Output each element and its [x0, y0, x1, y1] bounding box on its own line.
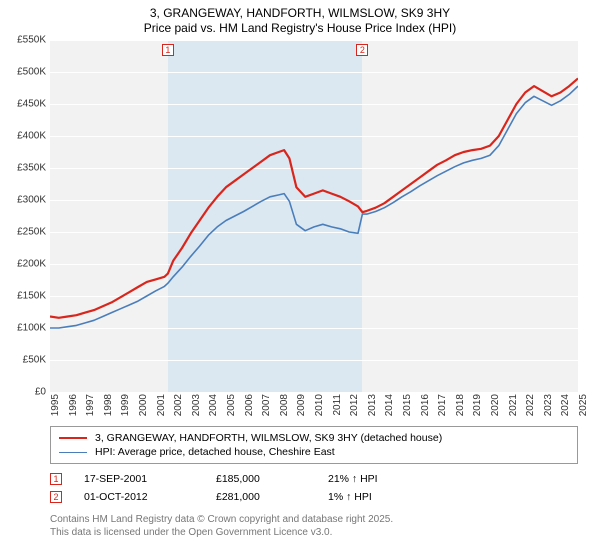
series-line — [50, 78, 578, 317]
x-tick-label: 2021 — [508, 394, 519, 422]
x-tick-label: 2001 — [156, 394, 167, 422]
legend-row: 3, GRANGEWAY, HANDFORTH, WILMSLOW, SK9 3… — [59, 431, 569, 445]
x-tick-label: 1995 — [50, 394, 61, 422]
x-tick-label: 2005 — [226, 394, 237, 422]
legend-label: 3, GRANGEWAY, HANDFORTH, WILMSLOW, SK9 3… — [95, 432, 442, 444]
y-tick-label: £400K — [8, 131, 46, 142]
x-tick-label: 2018 — [455, 394, 466, 422]
x-tick-label: 2020 — [490, 394, 501, 422]
y-tick-label: £350K — [8, 163, 46, 174]
y-tick-label: £50K — [8, 355, 46, 366]
x-tick-label: 1998 — [103, 394, 114, 422]
x-tick-label: 2000 — [138, 394, 149, 422]
x-tick-label: 2022 — [525, 394, 536, 422]
x-tick-label: 1997 — [85, 394, 96, 422]
x-tick-label: 2012 — [349, 394, 360, 422]
x-tick-label: 2014 — [384, 394, 395, 422]
legend-label: HPI: Average price, detached house, Ches… — [95, 446, 335, 458]
x-tick-label: 2024 — [560, 394, 571, 422]
sale-row: 1 17-SEP-2001 £185,000 21% ↑ HPI — [50, 470, 592, 488]
x-tick-label: 2025 — [578, 394, 589, 422]
x-tick-label: 2009 — [296, 394, 307, 422]
footer-line-1: Contains HM Land Registry data © Crown c… — [50, 514, 592, 527]
legend-swatch — [59, 437, 87, 439]
y-tick-label: £450K — [8, 99, 46, 110]
sale-price: £281,000 — [216, 491, 306, 503]
y-tick-label: £100K — [8, 323, 46, 334]
sale-marker: 2 — [356, 44, 368, 56]
footer-attribution: Contains HM Land Registry data © Crown c… — [50, 514, 592, 539]
sale-date: 01-OCT-2012 — [84, 491, 194, 503]
y-tick-label: £300K — [8, 195, 46, 206]
sale-delta: 1% ↑ HPI — [328, 491, 372, 503]
x-tick-label: 2016 — [420, 394, 431, 422]
plot-area: 12 — [50, 40, 578, 392]
y-tick-label: £500K — [8, 67, 46, 78]
x-tick-label: 1996 — [68, 394, 79, 422]
title-line-1: 3, GRANGEWAY, HANDFORTH, WILMSLOW, SK9 3… — [8, 6, 592, 21]
title-line-2: Price paid vs. HM Land Registry's House … — [8, 21, 592, 36]
titles: 3, GRANGEWAY, HANDFORTH, WILMSLOW, SK9 3… — [8, 6, 592, 36]
y-tick-label: £250K — [8, 227, 46, 238]
x-tick-label: 2007 — [261, 394, 272, 422]
y-tick-label: £0 — [8, 387, 46, 398]
sale-delta: 21% ↑ HPI — [328, 473, 378, 485]
sales-table: 1 17-SEP-2001 £185,000 21% ↑ HPI 2 01-OCT-201… — [50, 470, 592, 506]
sale-date: 17-SEP-2001 — [84, 473, 194, 485]
line-series-svg — [50, 40, 578, 392]
x-tick-label: 2017 — [437, 394, 448, 422]
y-tick-label: £550K — [8, 35, 46, 46]
sale-row: 2 01-OCT-2012 £281,000 1% ↑ HPI — [50, 488, 592, 506]
x-tick-label: 2011 — [332, 394, 343, 422]
sale-marker-icon: 2 — [50, 491, 62, 503]
legend-row: HPI: Average price, detached house, Ches… — [59, 445, 569, 459]
y-tick-label: £200K — [8, 259, 46, 270]
x-tick-label: 1999 — [120, 394, 131, 422]
x-tick-label: 2019 — [472, 394, 483, 422]
x-tick-label: 2002 — [173, 394, 184, 422]
x-tick-label: 2008 — [279, 394, 290, 422]
legend: 3, GRANGEWAY, HANDFORTH, WILMSLOW, SK9 3… — [50, 426, 578, 464]
legend-swatch — [59, 452, 87, 453]
x-tick-label: 2015 — [402, 394, 413, 422]
chart-container: 3, GRANGEWAY, HANDFORTH, WILMSLOW, SK9 3… — [0, 0, 600, 539]
x-tick-label: 2023 — [543, 394, 554, 422]
sale-marker: 1 — [162, 44, 174, 56]
sale-price: £185,000 — [216, 473, 306, 485]
footer-line-2: This data is licensed under the Open Gov… — [50, 527, 592, 540]
x-tick-label: 2006 — [244, 394, 255, 422]
sale-marker-icon: 1 — [50, 473, 62, 485]
x-tick-label: 2013 — [367, 394, 378, 422]
x-tick-label: 2004 — [208, 394, 219, 422]
plot: 12 £0£50K£100K£150K£200K£250K£300K£350K£… — [8, 40, 578, 420]
x-tick-label: 2003 — [191, 394, 202, 422]
x-tick-label: 2010 — [314, 394, 325, 422]
y-tick-label: £150K — [8, 291, 46, 302]
